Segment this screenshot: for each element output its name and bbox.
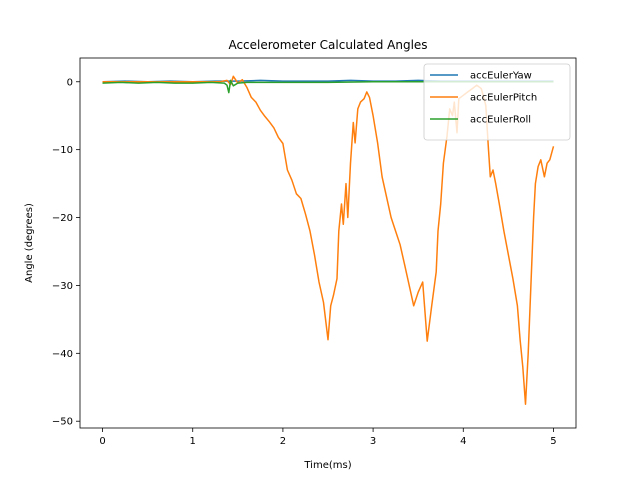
series-line-1	[102, 75, 555, 405]
x-tick-label-4: 4	[460, 436, 466, 447]
y-tick-label-5: −50	[52, 417, 73, 428]
legend-box	[423, 63, 571, 141]
legend-label-2: accEulerRoll	[470, 115, 531, 126]
series-line-2	[102, 79, 554, 94]
x-tick-label-0: 0	[99, 436, 105, 447]
y-tick-label-4: −40	[52, 349, 73, 360]
y-axis-label: Angle (degrees)	[24, 203, 35, 283]
legend-label-1: accEulerPitch	[470, 93, 537, 104]
y-tick-label-3: −30	[52, 281, 73, 292]
legend: accEulerYaw accEulerPitch accEulerRoll	[423, 63, 571, 141]
plot-frame	[79, 57, 577, 429]
y-tick-label-1: −10	[52, 145, 73, 156]
x-tick-label-3: 3	[370, 436, 376, 447]
x-tick-label-2: 2	[280, 436, 286, 447]
x-axis-label: Time(ms)	[303, 460, 351, 471]
chart-title: Accelerometer Calculated Angles	[228, 38, 427, 52]
y-tick-label-0: 0	[67, 77, 73, 88]
x-tick-label-5: 5	[550, 436, 556, 447]
ticks-layer: 0 1 2 3 4 5 0 −10 −20 −30 −40 −50	[52, 77, 557, 447]
y-tick-label-2: −20	[52, 213, 73, 224]
x-tick-label-1: 1	[190, 436, 196, 447]
legend-label-0: accEulerYaw	[470, 71, 532, 82]
